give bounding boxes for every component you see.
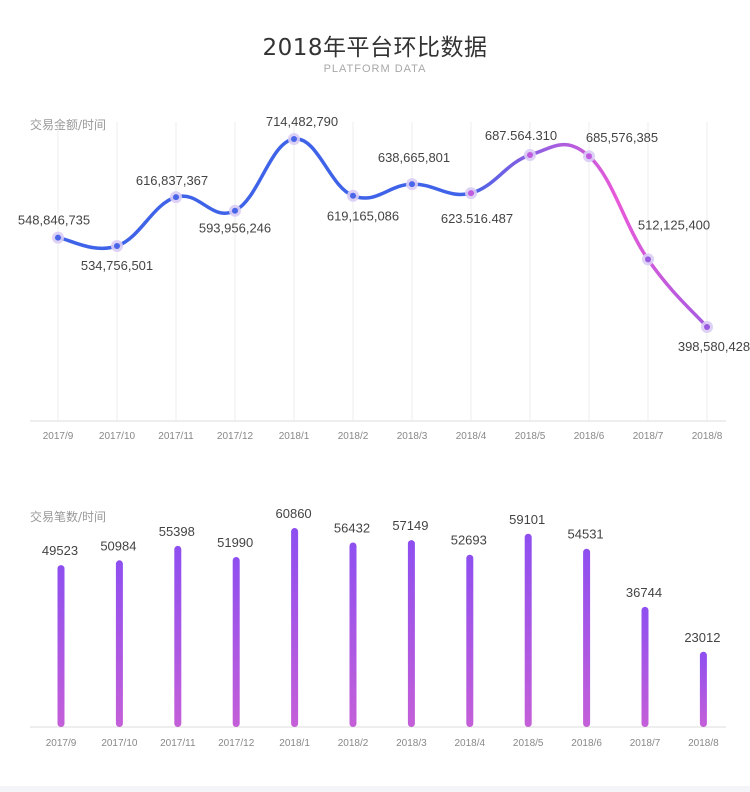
bar-data-label: 36744 [626,585,662,600]
line-series-amount [56,137,709,329]
line-x-tick-label: 2018/4 [456,431,487,442]
bar-x-tick-label: 2018/7 [630,738,661,749]
line-point [645,256,651,263]
line-data-label: 638,665,801 [378,150,450,165]
bar [291,528,299,727]
bar-x-tick-label: 2017/9 [46,738,77,749]
bar-x-tick-label: 2018/6 [571,738,602,749]
bar-chart-count: 交易笔数/时间 49523 2017/9 50984 2017/10 55398 2017/… [30,506,726,749]
bar [232,557,240,727]
line-data-label: 534,756,501 [81,258,153,273]
line-x-tick-label: 2018/1 [279,431,310,442]
line-x-tick-label: 2018/7 [633,431,664,442]
bar-x-tick-label: 2018/8 [688,738,719,749]
line-point [468,190,474,197]
line-x-tick-label: 2018/5 [515,431,546,442]
line-point [350,192,356,199]
line-data-label: 398,580,428 [678,339,750,354]
line-x-tick-label: 2017/11 [158,431,194,442]
line-point [173,194,179,201]
bar [524,533,532,727]
line-x-tick-label: 2017/9 [43,431,74,442]
line-chart-ylabel: 交易金额/时间 [30,117,106,132]
bar-data-label: 60860 [276,506,312,521]
page-subtitle: PLATFORM DATA [323,63,427,75]
bar-data-label: 54531 [568,527,604,542]
line-data-label: 714,482,790 [266,114,338,129]
bar-x-tick-label: 2017/11 [160,738,196,749]
line-x-tick-label: 2017/10 [99,431,136,442]
bar-x-tick-label: 2017/12 [218,738,255,749]
line-point [409,181,415,188]
bottom-divider [0,786,750,792]
bar-data-label: 57149 [392,518,428,533]
bar-x-tick-label: 2018/5 [513,738,544,749]
line-point [114,242,120,249]
line-x-tick-label: 2018/3 [397,431,428,442]
line-x-tick-label: 2018/8 [692,431,723,442]
bar-x-tick-label: 2017/10 [101,738,138,749]
bar-x-tick-label: 2018/1 [279,738,310,749]
bar [583,548,591,727]
bar-x-tick-label: 2018/2 [338,738,369,749]
line-point [232,207,238,214]
bar [57,565,65,727]
line-data-label: 619,165,086 [327,209,399,224]
bar [349,542,357,727]
line-data-label: 616,837,367 [136,173,208,188]
bar-data-label: 50984 [100,538,136,553]
bar [115,560,123,727]
line-data-label: 623.516.487 [441,211,513,226]
bar-x-tick-label: 2018/4 [455,738,486,749]
bar [407,540,415,727]
line-data-label: 512,125,400 [638,217,710,232]
page-title: 2018年平台环比数据 [262,35,488,61]
line-chart-amount: 交易金额/时间 2017/9 2017/10 2017/11 2017/12 2018/1… [18,114,750,442]
line-data-label: 548,846,735 [18,213,90,228]
bar-data-label: 56432 [334,520,370,535]
line-point [527,152,533,159]
line-x-tick-label: 2018/2 [338,431,369,442]
line-point [586,153,592,160]
bar [641,606,649,727]
bar-data-label: 49523 [42,543,78,558]
line-data-label: 593,956,246 [199,221,271,236]
bar-data-label: 55398 [159,524,195,539]
line-data-label: 687.564.310 [485,128,557,143]
bar-data-label: 23012 [684,630,720,645]
bar-data-label: 51990 [217,535,253,550]
bar-data-label: 52693 [451,533,487,548]
bar-x-tick-label: 2018/3 [396,738,427,749]
bar [174,545,182,727]
bar-chart-ylabel: 交易笔数/时间 [30,509,106,524]
line-point [55,234,61,241]
line-point [291,136,297,142]
bar [466,554,474,727]
bar [699,651,707,727]
line-data-label: 685,576,385 [586,130,658,145]
bar-data-label: 59101 [509,512,545,527]
line-x-tick-label: 2017/12 [217,431,254,442]
line-x-tick-label: 2018/6 [574,431,605,442]
line-point [704,324,710,330]
